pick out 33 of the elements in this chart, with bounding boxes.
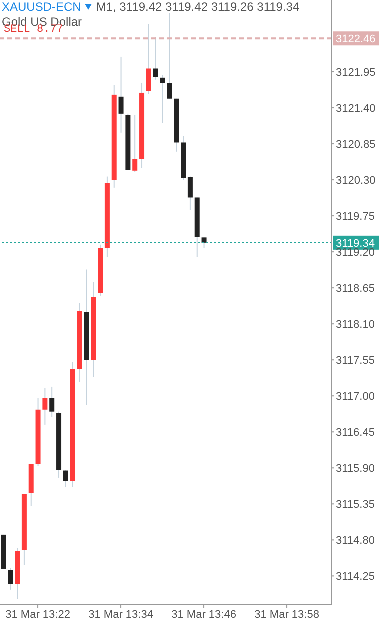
x-tick-label: 31 Mar 13:22: [6, 608, 70, 621]
y-tick-label: 3114.25: [336, 571, 375, 584]
y-tick-label: 3115.35: [336, 499, 375, 512]
y-tick-label: 3118.10: [336, 319, 375, 332]
y-tick-label: 3120.85: [336, 138, 376, 151]
ref-line-label: 3122.46: [336, 34, 376, 46]
y-tick-label: 3118.65: [336, 283, 375, 295]
candlestick: [146, 24, 152, 95]
candlestick: [50, 386, 55, 418]
y-tick-label: 3116.45: [336, 427, 375, 440]
y-tick-label: 3121.95: [336, 66, 376, 79]
x-tick-label: 31 Mar 13:34: [88, 608, 154, 621]
candlestick: [118, 56, 124, 134]
candlestick: [132, 114, 138, 173]
annotation: M1, 3119.42 3119.42 3119.26 3119.34: [96, 0, 300, 14]
candlestick: [42, 388, 48, 426]
candlestick: [8, 568, 14, 590]
candlestick: [160, 74, 166, 124]
y-tick-label: 3117.00: [336, 391, 375, 404]
y-tick-label: 3114.80: [336, 535, 375, 548]
y-tick-label: 3121.40: [336, 102, 376, 115]
chart-title: XAUUSD-ECN: [2, 0, 82, 14]
candlestick: [153, 36, 158, 80]
y-tick-label: 3120.30: [336, 174, 376, 187]
y-tick-label: 3119.75: [336, 210, 375, 223]
y-tick-label: 3117.55: [336, 355, 375, 368]
x-tick-label: 31 Mar 13:46: [172, 608, 236, 621]
candlestick: [167, 12, 172, 100]
candlestick: [63, 470, 68, 488]
x-tick-label: 31 Mar 13:58: [254, 608, 320, 621]
y-tick-label: 3115.90: [336, 463, 375, 476]
candlestick: [188, 176, 193, 211]
candlestick: [202, 237, 207, 249]
